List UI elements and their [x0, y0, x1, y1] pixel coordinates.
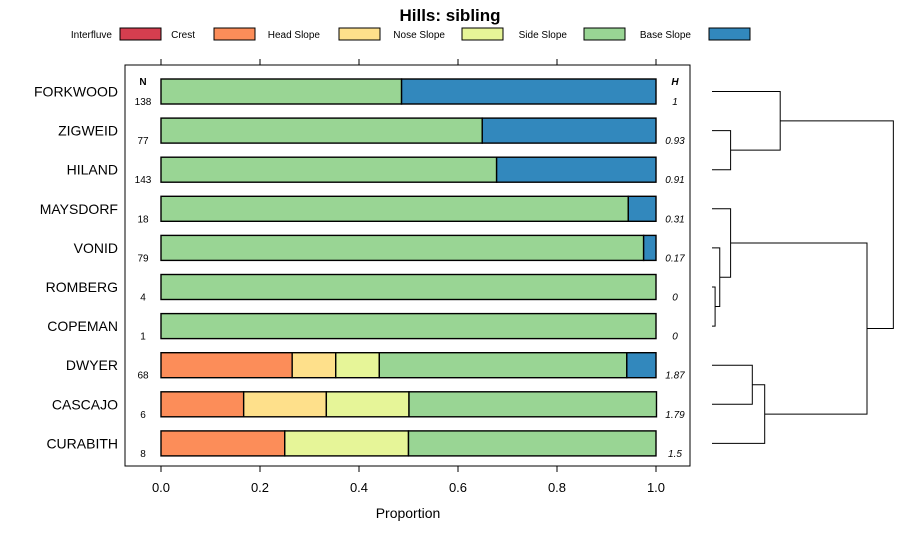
legend-swatch-crest: [213, 27, 256, 41]
h-value-hiland: 0.91: [665, 175, 684, 186]
legend-swatch-head-slope: [338, 27, 381, 41]
dendrogram-link-2: [712, 247, 721, 308]
bar-segment-zigweid-base-slope: [481, 117, 657, 144]
dendrogram-link-1: [712, 286, 716, 327]
legend-swatch-base-slope: [708, 27, 751, 41]
bar-segment-dwyer-head-slope: [291, 352, 337, 379]
bar-segment-dwyer-crest: [160, 352, 293, 379]
bar-segment-cascajo-head-slope: [242, 391, 328, 418]
x-tick-label: 0.8: [548, 480, 566, 495]
legend-label-nose-slope: Nose Slope: [393, 30, 445, 41]
bar-segment-maysdorf-side-slope: [160, 195, 629, 223]
legend-label-crest: Crest: [171, 30, 195, 41]
h-value-dwyer: 1.87: [665, 371, 685, 382]
x-tick-label: 0.6: [449, 480, 467, 495]
n-value-maysdorf: 18: [137, 214, 149, 225]
dendrogram-link-5: [712, 364, 753, 405]
bar-segment-vonid-side-slope: [160, 234, 645, 262]
n-value-dwyer: 68: [137, 371, 149, 382]
legend-label-head-slope: Head Slope: [268, 30, 321, 41]
n-value-romberg: 4: [140, 293, 146, 304]
legend-label-base-slope: Base Slope: [640, 30, 692, 41]
x-tick-label: 0.2: [251, 480, 269, 495]
category-label-cascajo: CASCAJO: [52, 396, 118, 412]
chart-title: Hills: sibling: [399, 6, 500, 25]
bar-segment-curabith-side-slope: [407, 430, 657, 457]
h-value-maysdorf: 0.31: [665, 214, 684, 225]
plot-frame: [124, 64, 691, 467]
bar-segment-hiland-base-slope: [495, 156, 657, 183]
category-label-maysdorf: MAYSDORF: [40, 201, 118, 217]
n-column-header: N: [139, 77, 146, 88]
bar-segment-vonid-base-slope: [642, 234, 657, 262]
category-label-hiland: HILAND: [67, 162, 118, 178]
x-tick-label: 0.0: [152, 480, 170, 495]
bar-segment-cascajo-crest: [160, 391, 245, 418]
h-value-copeman: 0: [672, 332, 678, 343]
n-value-vonid: 79: [137, 253, 149, 264]
bar-segment-hiland-side-slope: [160, 156, 498, 183]
dendrogram-link-0: [712, 130, 732, 171]
bar-segment-curabith-nose-slope: [284, 430, 410, 457]
category-label-forkwood: FORKWOOD: [34, 84, 118, 100]
h-column-header: H: [671, 77, 679, 88]
bar-segment-cascajo-nose-slope: [325, 391, 410, 418]
dendrogram-link-6: [712, 384, 766, 444]
h-value-zigweid: 0.93: [665, 136, 685, 147]
bar-segment-forkwood-side-slope: [160, 78, 403, 105]
n-value-zigweid: 77: [137, 136, 149, 147]
dendrogram-link-3: [712, 208, 732, 278]
bar-segment-dwyer-side-slope: [378, 352, 628, 379]
category-label-dwyer: DWYER: [66, 357, 118, 373]
category-label-curabith: CURABITH: [46, 435, 118, 451]
n-value-hiland: 143: [135, 175, 152, 186]
legend: Interfluve Crest Head Slope Nose Slope Side …: [71, 27, 751, 41]
h-value-romberg: 0: [672, 293, 678, 304]
axes-group: 0.0 0.2 0.4 0.6 0.8 1.0: [152, 59, 665, 495]
category-label-vonid: VONID: [74, 240, 118, 256]
dendrogram-link-8: [780, 120, 894, 330]
category-label-zigweid: ZIGWEID: [58, 123, 118, 139]
bar-segment-romberg-side-slope: [160, 273, 657, 301]
bar-segment-forkwood-base-slope: [400, 78, 657, 105]
n-value-forkwood: 138: [135, 97, 152, 108]
legend-swatch-interfluve: [119, 27, 162, 41]
h-value-vonid: 0.17: [665, 253, 685, 264]
x-tick-label: 0.4: [350, 480, 368, 495]
dendrogram-link-4: [712, 91, 781, 151]
bar-segment-copeman-side-slope: [160, 312, 657, 340]
category-label-copeman: COPEMAN: [47, 318, 118, 334]
legend-swatch-side-slope: [583, 27, 626, 41]
bar-segment-curabith-crest: [160, 430, 286, 457]
bar-segment-dwyer-base-slope: [626, 352, 657, 379]
dendrogram-link-7: [730, 242, 868, 415]
bar-segment-cascajo-side-slope: [408, 391, 658, 418]
n-value-cascajo: 6: [140, 410, 146, 421]
legend-label-side-slope: Side Slope: [519, 30, 568, 41]
dendrogram: [712, 91, 894, 444]
legend-swatch-nose-slope: [461, 27, 504, 41]
bar-segment-maysdorf-base-slope: [627, 195, 657, 223]
bars-group: FORKWOOD 138 1 ZIGWEID 77 0.93 HILAND 143 0.91 MA…: [34, 78, 685, 460]
h-value-forkwood: 1: [672, 97, 678, 108]
h-value-curabith: 1.5: [668, 449, 682, 460]
bar-segment-dwyer-nose-slope: [335, 352, 380, 379]
n-value-copeman: 1: [140, 332, 146, 343]
bar-segment-zigweid-side-slope: [160, 117, 483, 144]
category-label-romberg: ROMBERG: [46, 279, 118, 295]
x-axis-label: Proportion: [376, 505, 441, 521]
h-value-cascajo: 1.79: [665, 410, 685, 421]
n-value-curabith: 8: [140, 449, 146, 460]
legend-label-interfluve: Interfluve: [71, 30, 113, 41]
x-tick-label: 1.0: [647, 480, 665, 495]
